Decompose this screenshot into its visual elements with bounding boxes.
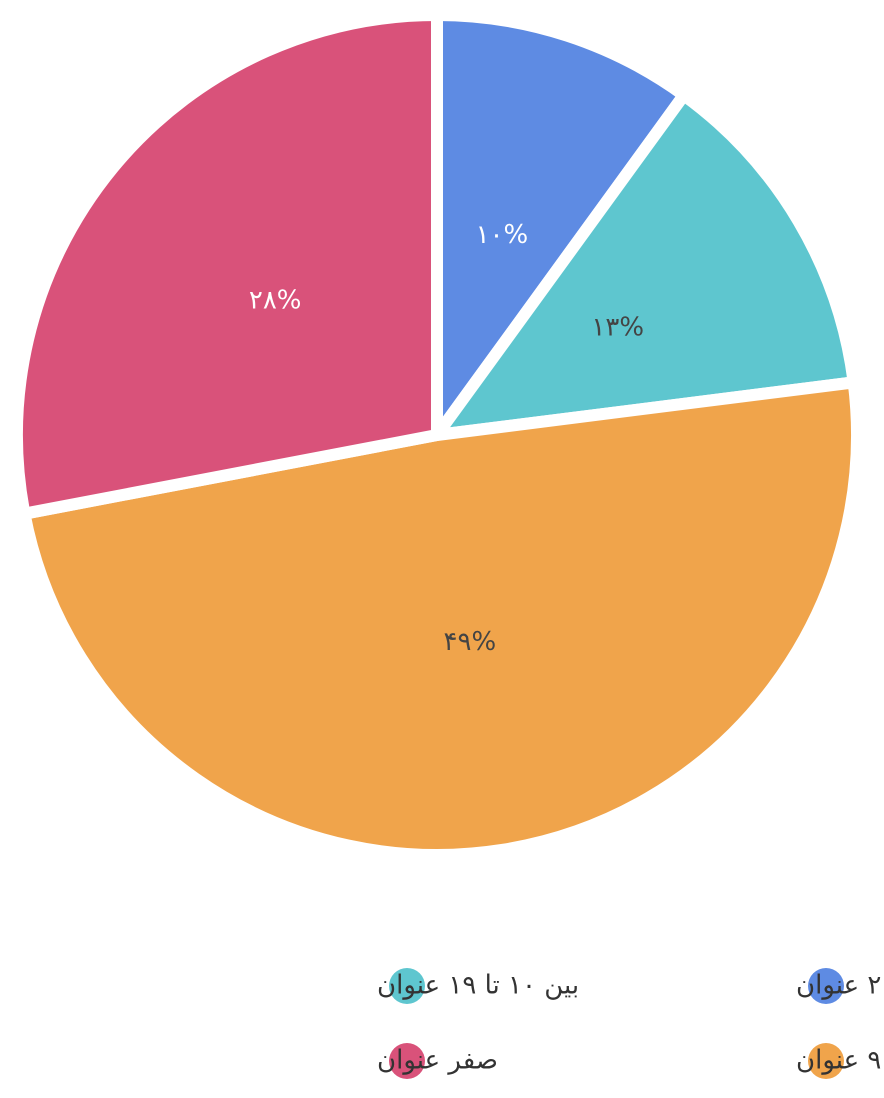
legend-marker <box>389 968 425 1004</box>
pie-slice <box>18 376 863 861</box>
legend-marker <box>389 1043 425 1079</box>
slice-label: ۱۰% <box>476 220 529 250</box>
slice-label: ۴۹% <box>444 627 497 657</box>
pie-slice <box>431 89 860 441</box>
pie-slice <box>431 9 690 441</box>
legend-label: بیش از ۲۰ عنوان <box>796 971 884 1001</box>
legend-label: صفر عنوان <box>377 1046 498 1076</box>
legend-marker <box>808 1043 844 1079</box>
slice-label: ۱۳% <box>591 313 644 343</box>
legend-label: بین ۱۰ تا ۱۹ عنوان <box>377 971 579 1001</box>
legend-label: بین ۱ تا ۹ عنوان <box>796 1046 884 1076</box>
slice-label: ۲۸% <box>249 286 302 316</box>
pie-slice <box>11 9 443 520</box>
legend-marker <box>808 968 844 1004</box>
